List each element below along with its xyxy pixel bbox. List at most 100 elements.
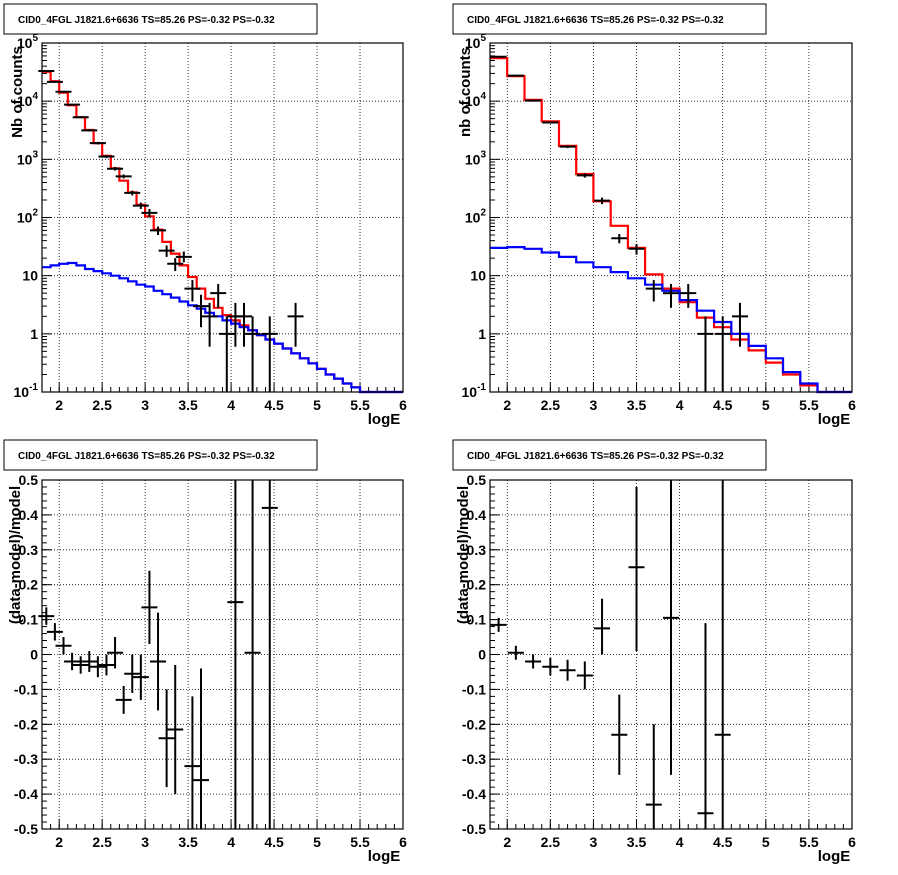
y-tick-label: -0.4: [14, 786, 38, 802]
y-tick-label: 102: [17, 208, 39, 226]
x-tick-label: 3.5: [178, 397, 198, 413]
x-tick-label: 2.5: [541, 397, 561, 413]
x-tick-label: 5: [313, 834, 321, 850]
y-tick-label: 103: [465, 149, 487, 167]
panel-top-left: CID0_4FGL J1821.6+6636 TS=85.26 PS=-0.32…: [3, 3, 408, 428]
y-tick-label: 103: [17, 149, 39, 167]
x-tick-label: 3.5: [178, 834, 198, 850]
x-tick-label: 4.5: [264, 834, 284, 850]
component-model-line: [42, 261, 403, 394]
panel-bottom-right: CID0_4FGL J1821.6+6636 TS=85.26 PS=-0.32…: [452, 439, 856, 865]
x-tick-label: 6: [848, 834, 856, 850]
x-tick-label: 2.5: [92, 834, 112, 850]
x-tick-label: 2.5: [92, 397, 112, 413]
x-tick-label: 4.5: [713, 397, 733, 413]
y-axis-title: (data-model)/model: [7, 486, 24, 624]
y-axis-title: nb of counts: [457, 47, 474, 137]
y-tick-label: 0.3: [467, 542, 487, 558]
y-tick-label: 0.2: [467, 577, 487, 593]
y-tick-label: -0.2: [462, 716, 486, 732]
y-tick-label: 10-1: [14, 382, 39, 400]
y-axis-title: Nb of counts: [9, 46, 26, 138]
x-tick-label: 3: [590, 397, 598, 413]
component-model-line: [490, 246, 852, 394]
x-axis-title: logE: [368, 411, 401, 428]
y-tick-label: -0.2: [14, 716, 38, 732]
y-tick-label: 0.5: [467, 472, 487, 488]
panel-title: CID0_4FGL J1821.6+6636 TS=85.26 PS=-0.32…: [467, 451, 724, 462]
x-tick-label: 4.5: [264, 397, 284, 413]
y-tick-label: 10-1: [462, 382, 487, 400]
x-tick-label: 3.5: [627, 397, 647, 413]
x-tick-label: 4: [227, 834, 235, 850]
x-tick-label: 5: [762, 397, 770, 413]
y-tick-label: 105: [17, 33, 39, 51]
plot-frame: [489, 42, 853, 393]
y-tick-label: -0.5: [462, 821, 486, 837]
y-tick-label: 102: [465, 208, 487, 226]
y-tick-label: 0.5: [19, 472, 39, 488]
y-tick-label: 10: [470, 268, 486, 284]
panel-title-box: [452, 439, 767, 471]
x-tick-label: 3.5: [627, 834, 647, 850]
x-tick-label: 5: [762, 834, 770, 850]
y-tick-label: 104: [17, 91, 39, 109]
x-tick-label: 2: [503, 397, 511, 413]
y-axis-title: (data-model)/model: [455, 486, 472, 624]
y-tick-label: -0.1: [462, 681, 486, 697]
x-tick-label: 2: [55, 397, 63, 413]
plot-area: 2 2.5 3 3.5 4 4.5 5 5.5 6 10-1 1 10 102 103 104 105: [14, 33, 408, 413]
y-tick-label: 0.1: [467, 612, 487, 628]
y-tick-label: -0.1: [14, 681, 38, 697]
x-tick-label: 2: [503, 834, 511, 850]
x-tick-label: 3: [590, 834, 598, 850]
x-axis-title: logE: [818, 411, 851, 428]
y-tick-label: 1: [30, 326, 38, 342]
x-tick-label: 3: [141, 397, 149, 413]
y-tick-label: 0.2: [19, 577, 39, 593]
x-tick-label: 2.5: [541, 834, 561, 850]
x-axis-title: logE: [818, 848, 851, 865]
x-tick-label: 5.5: [799, 397, 819, 413]
x-tick-label: 4: [676, 397, 684, 413]
panel-title-box: [3, 439, 318, 471]
y-tick-label: 0: [478, 647, 486, 663]
plot-area: 2 2.5 3 3.5 4 4.5 5 5.5 6 -0.5 -0.4 -0.3 -0.2 -0.1 0 0.…: [462, 472, 856, 850]
y-tick-label: -0.5: [14, 821, 38, 837]
plot-area: 2 2.5 3 3.5 4 4.5 5 5.5 6 10-1 1 10 102 103 104 105: [462, 33, 857, 413]
x-tick-label: 6: [399, 834, 407, 850]
x-axis-title: logE: [368, 848, 401, 865]
x-tick-label: 4: [227, 397, 235, 413]
x-tick-label: 5.5: [350, 397, 370, 413]
plot-frame: [489, 479, 853, 830]
y-tick-label: 10: [22, 268, 38, 284]
y-tick-label: -0.3: [462, 751, 486, 767]
x-tick-label: 4: [676, 834, 684, 850]
panel-title: CID0_4FGL J1821.6+6636 TS=85.26 PS=-0.32…: [18, 451, 275, 462]
panel-title-box: [452, 3, 767, 35]
panel-bottom-left: CID0_4FGL J1821.6+6636 TS=85.26 PS=-0.32…: [3, 439, 407, 865]
y-tick-label: 0.3: [19, 542, 39, 558]
y-tick-label: 104: [465, 91, 487, 109]
panel-title: CID0_4FGL J1821.6+6636 TS=85.26 PS=-0.32…: [18, 15, 275, 26]
y-tick-label: 105: [465, 33, 487, 51]
x-tick-label: 5: [313, 397, 321, 413]
x-tick-label: 2: [55, 834, 63, 850]
plot-frame: [41, 42, 404, 393]
plot-frame: [41, 479, 404, 830]
y-tick-label: 0.1: [19, 612, 39, 628]
y-tick-label: 1: [478, 326, 486, 342]
y-tick-label: 0: [30, 647, 38, 663]
y-tick-label: -0.4: [462, 786, 486, 802]
panel-title: CID0_4FGL J1821.6+6636 TS=85.26 PS=-0.32…: [467, 15, 724, 26]
panel-top-right: CID0_4FGL J1821.6+6636 TS=85.26 PS=-0.32…: [452, 3, 857, 428]
y-tick-label: 0.4: [19, 507, 39, 523]
x-tick-label: 3: [141, 834, 149, 850]
y-tick-label: 0.4: [467, 507, 487, 523]
panel-title-box: [3, 3, 318, 35]
x-tick-label: 5.5: [350, 834, 370, 850]
x-tick-label: 6: [399, 397, 407, 413]
plot-area: 2 2.5 3 3.5 4 4.5 5 5.5 6 -0.5 -0.4 -0.3 -0.2 -0.1 0 0.…: [14, 472, 407, 850]
